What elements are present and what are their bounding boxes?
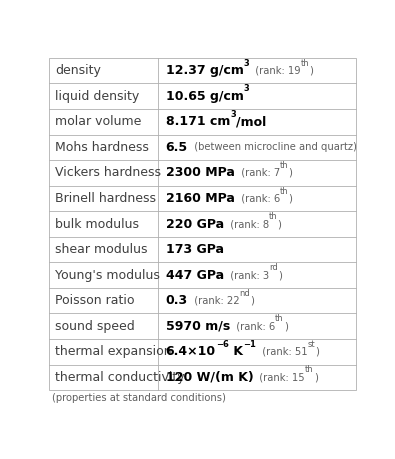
Text: thermal conductivity: thermal conductivity (55, 371, 184, 384)
Text: (between microcline and quartz): (between microcline and quartz) (188, 142, 357, 152)
Text: 3: 3 (244, 59, 249, 68)
Text: 0.3: 0.3 (166, 294, 188, 307)
Text: (properties at standard conditions): (properties at standard conditions) (52, 393, 226, 403)
Text: 220 GPa: 220 GPa (166, 218, 224, 230)
Text: ): ) (284, 321, 288, 331)
Text: 447 GPa: 447 GPa (166, 269, 224, 282)
Text: Poisson ratio: Poisson ratio (55, 294, 134, 307)
Text: 120 W/(m K): 120 W/(m K) (166, 371, 254, 384)
Text: −6: −6 (216, 340, 229, 349)
Text: 10.65 g/cm: 10.65 g/cm (166, 90, 244, 103)
Text: 3: 3 (244, 84, 249, 93)
Text: (rank: 6: (rank: 6 (230, 321, 275, 331)
Text: ): ) (278, 219, 282, 229)
Text: molar volume: molar volume (55, 115, 141, 129)
Text: nd: nd (239, 289, 250, 298)
Text: ): ) (310, 66, 314, 76)
Text: (rank: 19: (rank: 19 (249, 66, 301, 76)
Text: ): ) (250, 296, 254, 306)
Text: Vickers hardness: Vickers hardness (55, 167, 161, 179)
Text: 5970 m/s: 5970 m/s (166, 320, 230, 333)
Text: (rank: 15: (rank: 15 (254, 372, 305, 382)
Text: K: K (229, 345, 243, 358)
Text: th: th (275, 314, 284, 324)
Text: ): ) (278, 270, 282, 280)
Text: (rank: 3: (rank: 3 (224, 270, 269, 280)
Text: density: density (55, 64, 101, 77)
Text: −1: −1 (243, 340, 256, 349)
Text: ): ) (288, 193, 292, 203)
Text: th: th (269, 212, 278, 221)
Text: Brinell hardness: Brinell hardness (55, 192, 156, 205)
Text: th: th (280, 187, 288, 196)
Text: th: th (305, 365, 314, 375)
Text: ): ) (315, 347, 319, 357)
Text: 3: 3 (230, 110, 236, 119)
Text: (rank: 8: (rank: 8 (224, 219, 269, 229)
Text: 6.4×10: 6.4×10 (166, 345, 216, 358)
Text: bulk modulus: bulk modulus (55, 218, 139, 230)
Text: 2300 MPa: 2300 MPa (166, 167, 235, 179)
Text: rd: rd (269, 263, 278, 272)
Text: liquid density: liquid density (55, 90, 139, 103)
Text: st: st (307, 340, 315, 349)
Text: 8.171 cm: 8.171 cm (166, 115, 230, 129)
Text: th: th (280, 161, 288, 170)
Text: Young's modulus: Young's modulus (55, 269, 160, 282)
Text: 6.5: 6.5 (166, 141, 188, 154)
Text: (rank: 6: (rank: 6 (235, 193, 280, 203)
Text: /mol: /mol (236, 115, 266, 129)
Text: ): ) (288, 168, 292, 178)
Text: Mohs hardness: Mohs hardness (55, 141, 149, 154)
Text: (rank: 51: (rank: 51 (256, 347, 307, 357)
Text: (rank: 7: (rank: 7 (235, 168, 280, 178)
Text: shear modulus: shear modulus (55, 243, 147, 256)
Text: ): ) (314, 372, 318, 382)
Text: 2160 MPa: 2160 MPa (166, 192, 235, 205)
Text: th: th (301, 59, 310, 68)
Text: thermal expansion: thermal expansion (55, 345, 171, 358)
Text: 173 GPa: 173 GPa (166, 243, 224, 256)
Text: (rank: 22: (rank: 22 (188, 296, 239, 306)
Text: 12.37 g/cm: 12.37 g/cm (166, 64, 244, 77)
Text: sound speed: sound speed (55, 320, 135, 333)
